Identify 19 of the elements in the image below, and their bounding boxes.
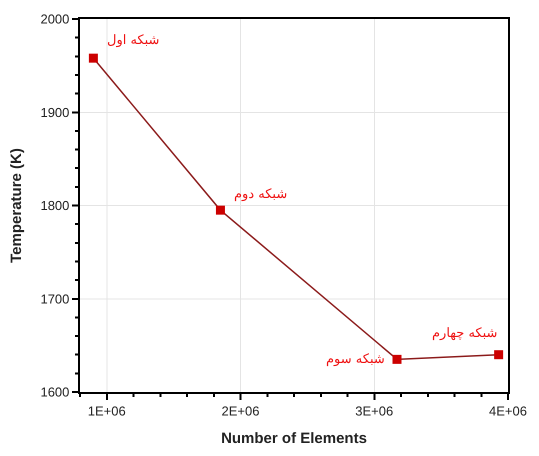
- y-tick-label: 2000: [40, 12, 70, 27]
- x-tick-label: 4E+06: [489, 404, 527, 419]
- y-tick-label: 1700: [40, 291, 70, 306]
- point: [494, 350, 504, 360]
- y-axis-title: Temperature (K): [8, 148, 26, 263]
- annotation: شبکه چهارم: [432, 326, 498, 341]
- x-tick-label: 3E+06: [355, 404, 394, 419]
- point: [392, 354, 402, 364]
- y-tick-label: 1600: [40, 384, 70, 400]
- annotation: شبکه دوم: [234, 187, 288, 202]
- x-tick-label: 2E+06: [222, 404, 260, 419]
- point: [88, 54, 98, 63]
- annotation: شبکه سوم: [326, 352, 385, 367]
- x-axis-title: Number of Elements: [221, 430, 367, 448]
- point: [216, 206, 225, 215]
- annotation: شبکه اول: [107, 33, 160, 48]
- x-tick-label: 1E+06: [88, 404, 126, 419]
- y-tick-label: 1900: [40, 104, 70, 120]
- y-tick-label: 1800: [40, 198, 70, 214]
